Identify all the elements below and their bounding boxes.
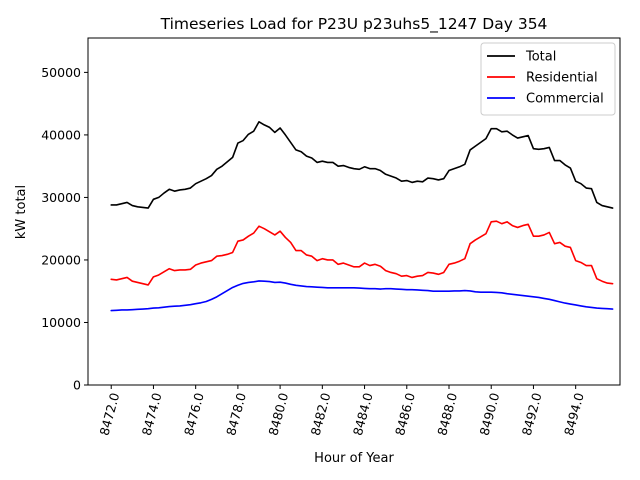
chart-title: Timeseries Load for P23U p23uhs5_1247 Da… [160, 15, 548, 34]
y-tick-label: 30000 [41, 190, 81, 205]
series-line-commercial [110, 280, 614, 312]
series-line-residential [110, 220, 614, 286]
series-line-total [110, 120, 614, 209]
legend: Total Residential Commercial [480, 42, 616, 116]
legend-label-commercial: Commercial [526, 92, 604, 107]
y-axis: 0 10000 20000 30000 40000 50000 [41, 65, 88, 393]
series-lines [110, 120, 614, 312]
y-tick-label: 40000 [41, 127, 81, 142]
y-tick-label: 20000 [41, 252, 81, 267]
x-axis-label: Hour of Year [314, 451, 394, 466]
y-axis-label: kW total [14, 185, 29, 239]
y-tick-label: 50000 [41, 65, 81, 80]
y-tick-label: 10000 [41, 315, 81, 330]
legend-box [480, 42, 616, 116]
y-tick-label: 0 [73, 378, 81, 393]
plot-frame [87, 37, 621, 386]
legend-label-residential: Residential [526, 71, 598, 86]
legend-label-total: Total [525, 50, 556, 65]
